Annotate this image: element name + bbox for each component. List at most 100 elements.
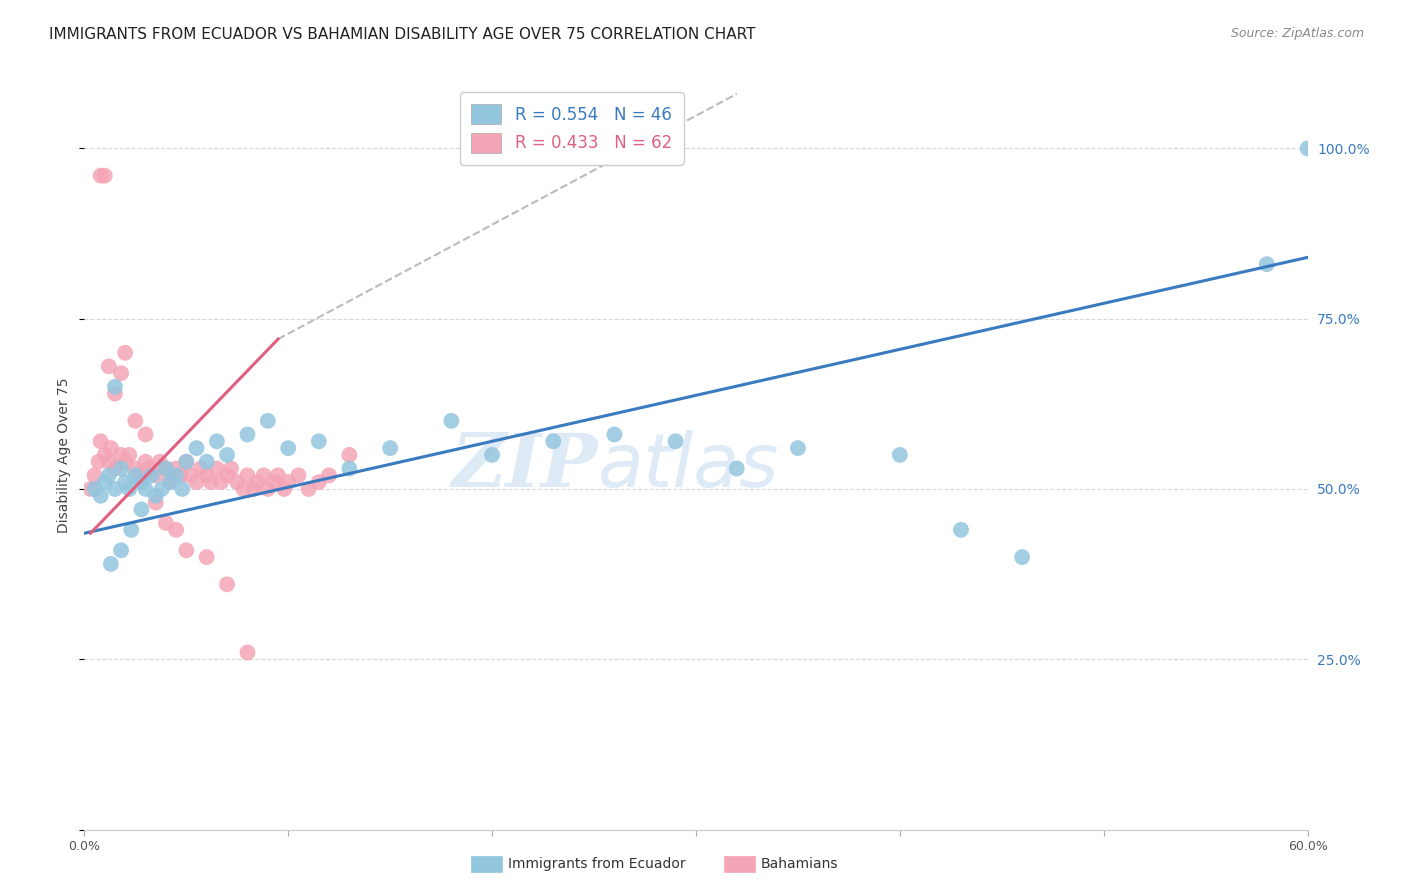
- Point: [114, 455, 136, 469]
- Point: [205, 434, 228, 449]
- Point: [131, 502, 153, 516]
- Point: [190, 461, 212, 475]
- Point: [195, 455, 218, 469]
- Point: [287, 468, 309, 483]
- Point: [1011, 550, 1033, 565]
- Point: [93, 448, 115, 462]
- Point: [195, 468, 218, 483]
- Point: [114, 345, 136, 359]
- Point: [138, 461, 160, 475]
- Point: [87, 455, 110, 469]
- Point: [257, 482, 280, 496]
- Point: [217, 468, 239, 483]
- Point: [172, 482, 194, 496]
- Point: [149, 455, 172, 469]
- Point: [174, 455, 197, 469]
- Point: [155, 461, 177, 475]
- Point: [120, 523, 142, 537]
- Point: [339, 461, 361, 475]
- Point: [104, 461, 127, 475]
- Point: [104, 386, 127, 401]
- Point: [174, 455, 197, 469]
- Point: [83, 468, 105, 483]
- Point: [308, 475, 330, 490]
- Point: [169, 468, 191, 483]
- Point: [277, 475, 299, 490]
- Point: [110, 366, 132, 380]
- Point: [267, 468, 290, 483]
- Point: [135, 455, 157, 469]
- Point: [79, 482, 101, 496]
- Point: [298, 482, 321, 496]
- Point: [179, 468, 201, 483]
- Point: [135, 482, 157, 496]
- Point: [440, 414, 463, 428]
- Point: [145, 495, 167, 509]
- Point: [155, 461, 177, 475]
- Point: [603, 427, 626, 442]
- Point: [1256, 257, 1278, 271]
- Point: [141, 468, 163, 483]
- Point: [339, 448, 361, 462]
- Point: [97, 455, 120, 469]
- Point: [217, 577, 239, 591]
- Text: Immigrants from Ecuador: Immigrants from Ecuador: [508, 857, 685, 871]
- Point: [217, 448, 239, 462]
- Point: [226, 475, 249, 490]
- Point: [159, 475, 181, 490]
- Point: [889, 448, 911, 462]
- Point: [90, 434, 112, 449]
- Point: [100, 557, 122, 571]
- Point: [725, 461, 748, 475]
- Point: [124, 468, 146, 483]
- Point: [159, 475, 181, 490]
- Point: [83, 482, 105, 496]
- Point: [104, 380, 127, 394]
- Point: [236, 645, 259, 659]
- Point: [110, 543, 132, 558]
- Point: [380, 441, 402, 455]
- Point: [97, 468, 120, 483]
- Point: [246, 475, 269, 490]
- Point: [97, 359, 120, 374]
- Point: [205, 461, 228, 475]
- Point: [145, 489, 167, 503]
- Point: [277, 441, 299, 455]
- Point: [174, 543, 197, 558]
- Point: [219, 461, 242, 475]
- Text: Source: ZipAtlas.com: Source: ZipAtlas.com: [1230, 27, 1364, 40]
- Point: [93, 475, 115, 490]
- Point: [114, 475, 136, 490]
- Point: [150, 482, 173, 496]
- Text: ZIP: ZIP: [451, 430, 598, 502]
- Text: atlas: atlas: [598, 430, 779, 502]
- Text: Bahamians: Bahamians: [761, 857, 838, 871]
- Point: [257, 414, 280, 428]
- Point: [186, 475, 208, 490]
- Point: [236, 468, 259, 483]
- Point: [273, 482, 295, 496]
- Point: [263, 475, 285, 490]
- Point: [145, 468, 167, 483]
- Y-axis label: Disability Age Over 75: Disability Age Over 75: [58, 377, 72, 533]
- Point: [118, 448, 141, 462]
- Point: [110, 448, 132, 462]
- Point: [253, 468, 276, 483]
- Point: [100, 441, 122, 455]
- Point: [131, 475, 153, 490]
- Point: [128, 468, 150, 483]
- Point: [318, 468, 340, 483]
- Point: [209, 475, 232, 490]
- Point: [787, 441, 810, 455]
- Point: [665, 434, 688, 449]
- Point: [232, 482, 254, 496]
- Point: [165, 523, 187, 537]
- Point: [155, 516, 177, 530]
- Point: [165, 468, 187, 483]
- Point: [200, 475, 222, 490]
- Point: [242, 482, 264, 496]
- Point: [308, 434, 330, 449]
- Point: [124, 414, 146, 428]
- Point: [124, 461, 146, 475]
- Legend: R = 0.554   N = 46, R = 0.433   N = 62: R = 0.554 N = 46, R = 0.433 N = 62: [460, 93, 683, 165]
